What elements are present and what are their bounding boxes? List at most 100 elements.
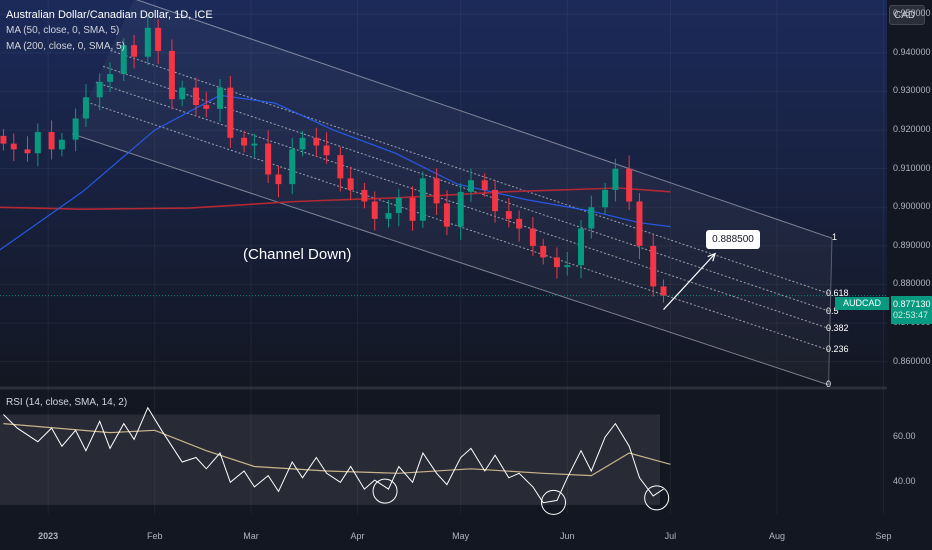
time-tick-label: Mar bbox=[243, 531, 259, 541]
rsi-line bbox=[3, 406, 664, 504]
candle-body bbox=[227, 87, 234, 138]
candle-body bbox=[179, 87, 186, 100]
candle-body bbox=[602, 189, 609, 208]
rsi-tick-label: 40.00 bbox=[893, 476, 916, 487]
candle-body bbox=[409, 197, 416, 221]
candle-body bbox=[347, 178, 354, 190]
candle-body bbox=[24, 149, 31, 154]
rsi-label[interactable]: RSI (14, close, SMA, 14, 2) bbox=[6, 397, 128, 408]
fib-level-label: 0.5 bbox=[825, 305, 839, 316]
channel-down bbox=[72, 0, 833, 386]
candle-body bbox=[192, 87, 199, 105]
projection-arrow bbox=[663, 253, 716, 310]
fib-level-label: 0.236 bbox=[825, 344, 849, 355]
candle-body bbox=[203, 104, 210, 109]
time-tick-label: May bbox=[452, 531, 470, 541]
candle-body bbox=[265, 143, 272, 175]
fib-level-label: 0.618 bbox=[825, 288, 849, 299]
last-price-tag: 0.877130 02:53:47 bbox=[891, 296, 932, 324]
price-tick-label: 0.920000 bbox=[893, 124, 931, 135]
candle-body bbox=[650, 245, 657, 287]
candle-body bbox=[48, 132, 55, 150]
candle-body bbox=[564, 265, 571, 268]
ma200-line bbox=[0, 187, 671, 211]
candle-body bbox=[155, 27, 162, 51]
price-tick-label: 0.890000 bbox=[893, 239, 931, 250]
channel-level-line bbox=[135, 0, 833, 239]
candle-body bbox=[313, 137, 320, 146]
time-tick-label: Feb bbox=[146, 531, 163, 541]
rsi-tick-label: 60.00 bbox=[893, 431, 916, 442]
rsi-circle-marker bbox=[644, 485, 670, 511]
candle-body bbox=[82, 97, 89, 119]
ma200-label[interactable]: MA (200, close, 0, SMA, 5) bbox=[6, 41, 125, 52]
price-tick-label: 0.910000 bbox=[893, 162, 931, 173]
rsi-ma-line bbox=[3, 423, 671, 477]
chart-title: Australian Dollar/Canadian Dollar, 1D, I… bbox=[6, 9, 213, 21]
price-tick-label: 0.880000 bbox=[893, 278, 931, 289]
price-tick-label: 0.930000 bbox=[893, 85, 931, 96]
candle-body bbox=[588, 207, 595, 229]
candle-body bbox=[217, 87, 224, 109]
time-tick-label: Jun bbox=[560, 531, 575, 541]
candle-body bbox=[361, 189, 368, 202]
channel-level-line bbox=[72, 133, 829, 386]
candle-body bbox=[481, 180, 488, 190]
rsi-indicator bbox=[0, 406, 671, 515]
channel-level-line bbox=[86, 101, 830, 351]
ma50-line bbox=[0, 94, 671, 251]
candle-body bbox=[241, 137, 248, 146]
time-tick-label: Jul bbox=[664, 531, 677, 541]
candle-body bbox=[540, 245, 547, 258]
price-tick-label: 0.950000 bbox=[893, 8, 931, 19]
rsi-band bbox=[0, 414, 660, 505]
time-tick-label: 2023 bbox=[38, 531, 59, 541]
candle-body bbox=[516, 218, 523, 229]
bar-countdown: 02:53:47 bbox=[893, 310, 929, 320]
candle-body bbox=[371, 201, 378, 219]
candle-body bbox=[457, 191, 464, 227]
candle-body bbox=[251, 143, 258, 146]
candle-body bbox=[505, 211, 512, 219]
moving-averages bbox=[0, 94, 671, 251]
candle-body bbox=[0, 135, 7, 144]
time-tick-label: Apr bbox=[350, 531, 365, 541]
currency-button[interactable]: CAD bbox=[889, 5, 925, 25]
price-axis-background bbox=[887, 0, 932, 550]
price-tick-label: 0.900000 bbox=[893, 201, 931, 212]
rsi-pane-background bbox=[0, 390, 887, 525]
candle-body bbox=[144, 27, 151, 57]
candle-body bbox=[337, 155, 344, 179]
candle-body bbox=[626, 168, 633, 202]
projection-arrowhead bbox=[707, 252, 717, 262]
channel-end-line bbox=[828, 238, 833, 385]
channel-annotation: (Channel Down) bbox=[243, 246, 352, 263]
candle-body bbox=[10, 143, 17, 150]
candle-body bbox=[660, 286, 667, 296]
candle-body bbox=[385, 213, 392, 219]
candle-body bbox=[120, 45, 127, 75]
candle-body bbox=[34, 132, 41, 154]
candle-body bbox=[433, 178, 440, 204]
ma50-label[interactable]: MA (50, close, 0, SMA, 5) bbox=[6, 25, 120, 36]
candle-body bbox=[58, 139, 65, 150]
candle-body bbox=[612, 168, 619, 190]
time-tick-label: Sep bbox=[875, 531, 892, 541]
projection bbox=[663, 252, 717, 310]
fib-level-label: 1 bbox=[831, 232, 837, 243]
candle-body bbox=[578, 228, 585, 266]
candle-body bbox=[468, 180, 475, 192]
candle-body bbox=[529, 228, 536, 246]
last-price: 0.877130 bbox=[893, 299, 931, 309]
rsi-circle-marker bbox=[541, 489, 567, 515]
candle-body bbox=[107, 74, 114, 82]
channel-level-line bbox=[95, 81, 831, 330]
candle-body bbox=[289, 149, 296, 185]
candle-body bbox=[443, 203, 450, 227]
fib-level-label: 0.382 bbox=[825, 322, 849, 333]
time-tick-label: Aug bbox=[768, 531, 785, 541]
candle-body bbox=[419, 178, 426, 221]
candle-body bbox=[96, 81, 103, 98]
